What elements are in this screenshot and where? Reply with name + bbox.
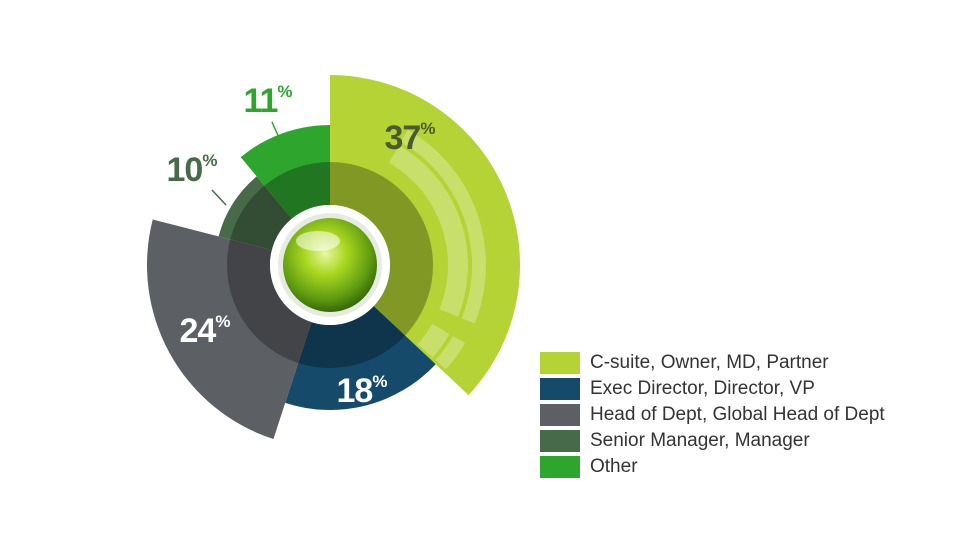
center-orb xyxy=(270,205,390,325)
inner-band-exec-director xyxy=(298,306,406,368)
center-orb-ball xyxy=(283,218,377,312)
inner-band-head-of-dept xyxy=(227,239,312,363)
donut-segment-c-suite xyxy=(330,75,521,396)
legend-swatch xyxy=(540,352,580,374)
legend-swatch xyxy=(540,378,580,400)
segment-highlight-band xyxy=(435,336,466,370)
donut-segment-senior-manager xyxy=(218,176,292,251)
donut-segment-head-of-dept xyxy=(147,219,312,440)
segment-highlight-band xyxy=(401,129,486,324)
percent-label-other: 11% xyxy=(243,82,292,120)
outer-segments xyxy=(147,75,521,440)
leader-line-other xyxy=(271,121,281,141)
legend-item-other: Other xyxy=(540,454,885,480)
inner-band-other xyxy=(264,162,330,219)
percent-label-exec-director: 18% xyxy=(337,372,388,410)
decorations xyxy=(211,121,486,370)
legend-label: Senior Manager, Manager xyxy=(590,430,810,451)
percent-label-head-of-dept: 24% xyxy=(180,312,231,350)
legend-swatch xyxy=(540,430,580,452)
legend-item-exec-director: Exec Director, Director, VP xyxy=(540,376,885,402)
leader-line-senior-manager xyxy=(211,189,227,206)
donut-segment-other xyxy=(240,125,330,219)
inner-band-senior-manager xyxy=(230,185,292,251)
percent-label-senior-manager: 10% xyxy=(167,151,218,189)
segment-highlight-band xyxy=(389,145,469,317)
legend-label: C-suite, Owner, MD, Partner xyxy=(590,352,829,373)
percent-label-c-suite: 37% xyxy=(385,119,436,157)
orb-highlight xyxy=(296,231,340,251)
segment-highlight-band xyxy=(417,324,450,358)
legend-item-head-of-dept: Head of Dept, Global Head of Dept xyxy=(540,402,885,428)
legend-swatch xyxy=(540,456,580,478)
donut-segment-exec-director xyxy=(285,306,436,410)
legend-label: Exec Director, Director, VP xyxy=(590,378,815,399)
legend-item-c-suite: C-suite, Owner, MD, Partner xyxy=(540,350,885,376)
legend-swatch xyxy=(540,404,580,426)
legend: C-suite, Owner, MD, Partner Exec Directo… xyxy=(540,350,885,480)
legend-label: Head of Dept, Global Head of Dept xyxy=(590,404,885,425)
percent-labels: 37% 18% 24% 10% 11% xyxy=(167,82,436,410)
inner-band-c-suite xyxy=(330,162,434,336)
legend-item-senior-manager: Senior Manager, Manager xyxy=(540,428,885,454)
legend-label: Other xyxy=(590,456,638,477)
inner-segments xyxy=(227,162,434,368)
